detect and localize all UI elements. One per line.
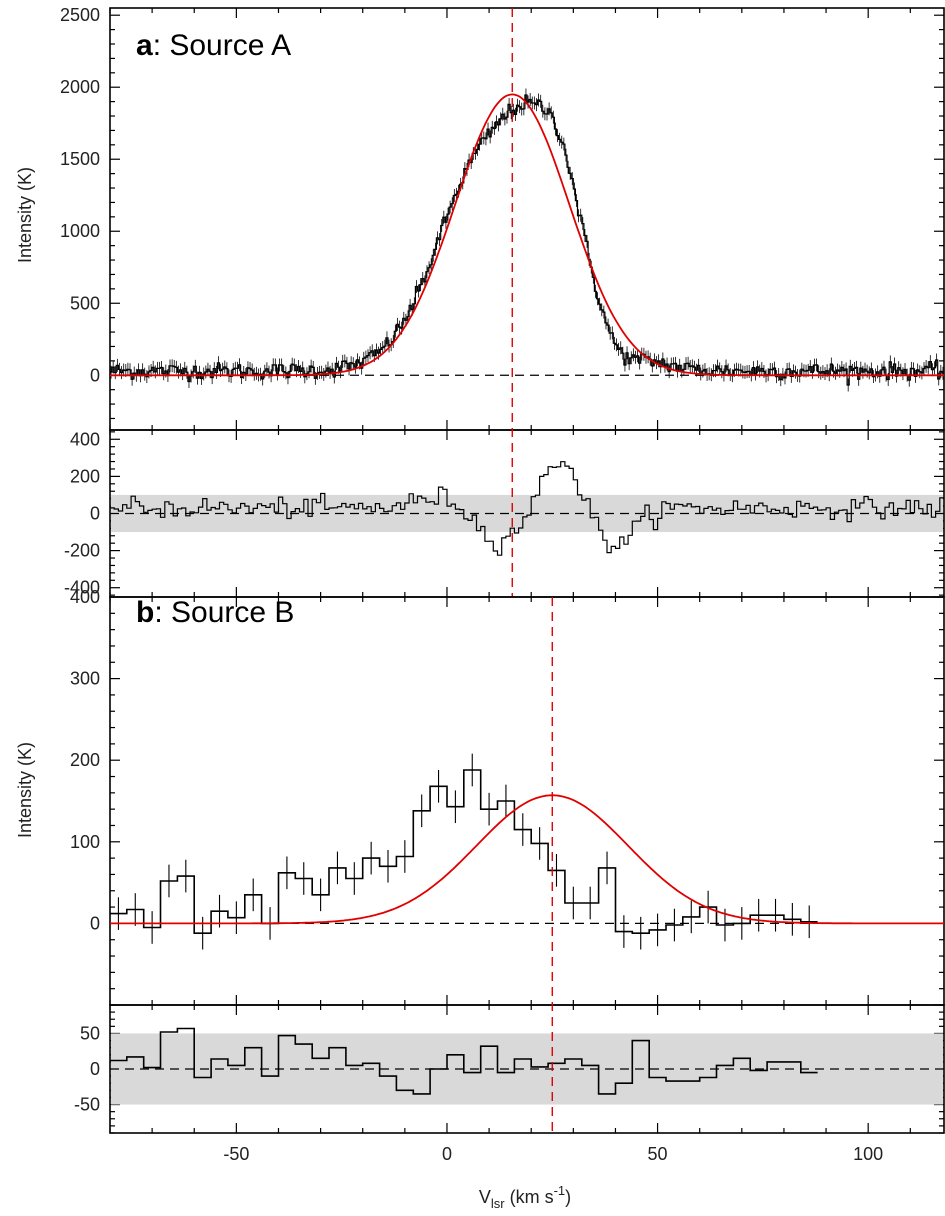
xlabel-unit: (km s (510, 1187, 554, 1207)
xlabel-close: ) (565, 1187, 571, 1207)
panel-b-res-ytick-label: 0 (90, 1059, 100, 1079)
panel-b-ylabel: Intensity (K) (15, 742, 35, 838)
panel-b-fit-curve (110, 794, 944, 925)
panel-a-ytick-label: 0 (90, 365, 100, 385)
panel-b-residual: -50 0 50 -50 0 50 100 (74, 597, 945, 1164)
panel-a-res-ytick-label: 400 (70, 429, 100, 449)
panel-a-ytick-label: 2000 (60, 77, 100, 97)
panel-b-spectrum (110, 769, 818, 934)
panel-a-residual: -400 -200 0 200 400 (64, 8, 945, 598)
panel-b-ytick-label: 300 (70, 669, 100, 689)
panel-b-res-spectrum (110, 1027, 818, 1095)
xtick-label: 0 (442, 1144, 452, 1164)
xtick-label: 100 (853, 1144, 883, 1164)
panel-a-res-ytick-label: 0 (90, 504, 100, 524)
xlabel-main: V (479, 1187, 491, 1207)
panel-b-res-ytick-label: 50 (80, 1023, 100, 1043)
panel-b-letter: b (136, 596, 154, 629)
panel-a-ytick-label: 2500 (60, 5, 100, 25)
panel-a-colon: : (153, 29, 170, 62)
panel-b-ytick-label: 200 (70, 750, 100, 770)
xtick-label: -50 (223, 1144, 249, 1164)
x-axis-label: Vlsr (km s-1) (479, 1183, 571, 1211)
panel-b-res-ytick-label: -50 (74, 1095, 100, 1115)
panel-b-title: b: Source B (136, 596, 294, 629)
panel-a-title: a: Source A (136, 29, 291, 62)
panel-b-title-text: Source B (171, 596, 294, 629)
panel-a-letter: a (136, 29, 153, 62)
panel-a-res-spectrum (110, 461, 944, 556)
panel-a-ylabel: Intensity (K) (15, 167, 35, 263)
panel-a-main: 0 500 1000 1500 2000 2500 (60, 5, 945, 431)
panel-a-spectrum (110, 94, 944, 386)
panel-a-fit-curve (110, 93, 944, 377)
xtick-label: 50 (648, 1144, 668, 1164)
panel-a-ytick-label: 1000 (60, 221, 100, 241)
panel-a-res-ytick-label: -200 (64, 541, 100, 561)
panel-a-title-text: Source A (169, 29, 291, 62)
panel-b-ytick-label: 100 (70, 832, 100, 852)
panel-b-colon: : (154, 596, 171, 629)
xlabel-sup: -1 (554, 1183, 566, 1198)
panel-a-ytick-label: 500 (70, 293, 100, 313)
panel-b-ytick-label: 400 (70, 587, 100, 607)
xlabel-sub: lsr (491, 1196, 505, 1211)
panel-b-ytick-label: 0 (90, 913, 100, 933)
panel-b-main: 0 100 200 300 400 (70, 587, 945, 1006)
panel-a-res-ytick-label: 200 (70, 466, 100, 486)
panel-a-res-ytick-label: -400 (64, 578, 100, 598)
panel-b-frame (109, 596, 945, 1006)
panel-a-ytick-label: 1500 (60, 149, 100, 169)
